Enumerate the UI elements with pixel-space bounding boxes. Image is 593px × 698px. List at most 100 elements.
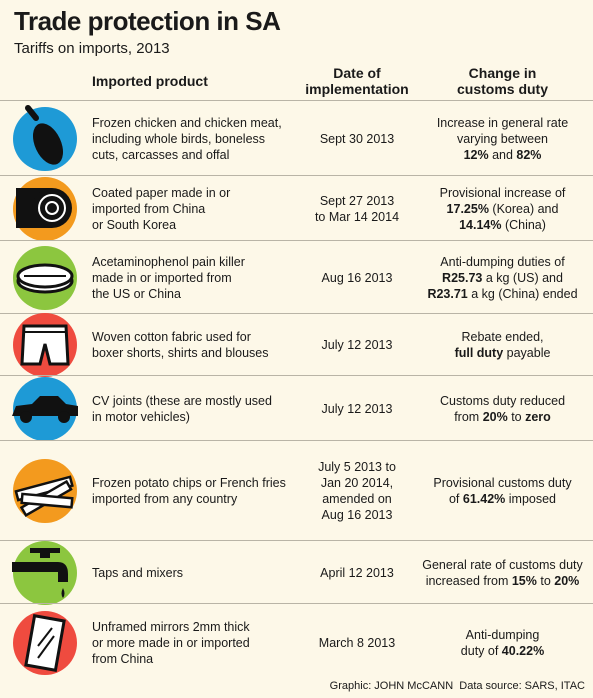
change-text: varying between: [456, 131, 549, 146]
subtitle: Tariffs on imports, 2013: [14, 40, 170, 57]
change-text: R23.71: [427, 286, 468, 301]
date-line: Sept 27 2013: [319, 193, 395, 208]
change-line: Provisional customs duty: [433, 475, 571, 491]
product: Coated paper made in or imported from Chi…: [92, 176, 307, 241]
date: Sept 27 2013 to Mar 14 2014: [305, 176, 409, 241]
change-line: Customs duty reduced: [440, 393, 565, 409]
date: July 12 2013: [305, 314, 409, 376]
date-line: July 5 2013 to: [318, 460, 396, 474]
footer: Graphic: JOHN McCANN Data source: SARS, …: [330, 680, 585, 692]
change: General rate of customs duty increased fr…: [415, 541, 590, 604]
product-line: Taps and mixers: [92, 565, 184, 580]
change-text: payable: [503, 346, 551, 360]
change-line: R23.71 a kg (China) ended: [427, 286, 577, 302]
date-line: July 12 2013: [321, 338, 393, 352]
product-line: Coated paper made in or: [92, 185, 231, 200]
date-line: Aug 16 2013: [321, 508, 393, 522]
product-line: imported from any country: [92, 492, 238, 506]
change-line: from 20% to zero: [454, 409, 551, 425]
change-line: Increase in general rate: [437, 115, 568, 131]
change: Anti-dumping duties of R25.73 a kg (US) a…: [415, 241, 590, 314]
row: CV joints (these are mostly used in motor…: [0, 375, 593, 441]
change-text: a kg (US) and: [482, 270, 563, 285]
change-line: varying between: [457, 131, 548, 147]
change-text: 61.42%: [462, 492, 506, 506]
product-line: from China: [92, 651, 154, 666]
product-line: the US or China: [92, 286, 181, 301]
change-text: (China): [501, 217, 546, 232]
date-line: Aug 16 2013: [321, 270, 393, 285]
car-icon: [12, 376, 78, 441]
change: Provisional customs duty of 61.42% impose…: [415, 441, 590, 541]
change-text: and: [488, 147, 517, 162]
row: Woven cotton fabric used for boxer shorts…: [0, 313, 593, 377]
change: Increase in general rate varying between 1…: [415, 101, 590, 176]
change-text: increased from: [425, 573, 512, 588]
change-text: General rate of customs duty: [422, 557, 583, 572]
change-text: full duty: [454, 346, 504, 360]
row: Frozen potato chips or French fries impor…: [0, 440, 593, 541]
row: Acetaminophenol pain killer made in or im…: [0, 240, 593, 314]
change-text: Rebate ended,: [461, 330, 544, 344]
change-line: General rate of customs duty: [422, 557, 583, 573]
source: Data source: SARS, ITAC: [459, 680, 585, 692]
product-line: made in or imported from: [92, 270, 232, 285]
paper-roll-icon: [13, 176, 77, 241]
column-header-line: Date of: [333, 65, 381, 81]
change-text: 15%: [511, 573, 537, 588]
column-header-line: Change in: [468, 65, 537, 81]
product: Taps and mixers: [92, 541, 307, 604]
date: July 12 2013: [305, 376, 409, 441]
product-line: in motor vehicles): [92, 409, 190, 424]
product-line: Unframed mirrors 2mm thick: [92, 619, 250, 634]
change-line: Provisional increase of: [440, 185, 566, 201]
product-line: imported from China: [92, 201, 206, 216]
change-line: 14.14% (China): [459, 217, 546, 233]
date-line: July 12 2013: [321, 401, 393, 416]
date-line: Sept 30 2013: [319, 131, 395, 146]
change: Anti-dumping duty of 40.22%: [415, 604, 590, 681]
change-text: Anti-dumping: [465, 627, 540, 642]
date-line: to Mar 14 2014: [314, 209, 400, 224]
column-header-line: Imported product: [92, 73, 208, 89]
change-line: of 61.42% imposed: [449, 491, 556, 507]
change-text: imposed: [505, 492, 557, 506]
product-line: cuts, carcasses and offal: [92, 147, 230, 162]
product-line: Woven cotton fabric used for: [92, 330, 251, 344]
change-text: Provisional customs duty: [433, 476, 572, 490]
change-line: 17.25% (Korea) and: [447, 201, 559, 217]
change-text: zero: [525, 409, 551, 424]
change-text: of: [448, 492, 463, 506]
change-text: (Korea) and: [488, 201, 559, 216]
tap-icon: [12, 540, 77, 605]
mirror-icon: [13, 610, 77, 675]
change: Customs duty reduced from 20% to zero: [415, 376, 590, 441]
product-line: including whole birds, boneless: [92, 131, 266, 146]
change-text: Increase in general rate: [436, 115, 569, 130]
column-header-line: customs duty: [456, 81, 548, 97]
row: Coated paper made in or imported from Chi…: [0, 175, 593, 241]
column-header: Imported product: [92, 62, 208, 100]
change-text: Anti-dumping duties of: [440, 254, 565, 269]
change-text: from: [454, 409, 483, 424]
change-line: duty of 40.22%: [461, 643, 544, 659]
date: April 12 2013: [305, 541, 409, 604]
chips-icon: [13, 459, 77, 523]
date-line: Jan 20 2014,: [320, 476, 394, 490]
change-text: Customs duty reduced: [439, 393, 566, 408]
change-text: 12%: [463, 147, 489, 162]
date-line: April 12 2013: [320, 565, 394, 580]
product-line: or South Korea: [92, 217, 177, 232]
change-line: 12% and 82%: [464, 147, 542, 163]
change-text: to: [507, 409, 526, 424]
product: Unframed mirrors 2mm thick or more made i…: [92, 604, 307, 681]
product-line: Frozen chicken and chicken meat,: [92, 115, 282, 130]
change-text: 20%: [482, 409, 508, 424]
row: Frozen chicken and chicken meat, includin…: [0, 100, 593, 176]
date-line: amended on: [322, 492, 392, 506]
change-text: a kg (China) ended: [467, 286, 578, 301]
change-line: Anti-dumping: [466, 627, 540, 643]
change-text: 14.14%: [459, 217, 502, 232]
column-header: Date of implementation: [305, 62, 409, 100]
